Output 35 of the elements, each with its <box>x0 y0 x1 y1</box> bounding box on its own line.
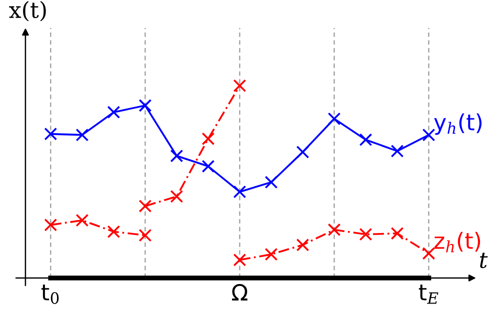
point <box>422 128 436 142</box>
point <box>76 214 89 227</box>
point <box>296 146 310 158</box>
x-tick-label: t$_{0}$ <box>41 284 59 304</box>
point <box>202 160 215 173</box>
point <box>233 79 246 92</box>
point <box>328 223 341 236</box>
point <box>76 128 89 142</box>
point <box>138 200 152 213</box>
point <box>44 128 58 140</box>
point <box>170 149 184 162</box>
point <box>264 248 278 261</box>
point <box>390 226 404 240</box>
point <box>107 225 120 238</box>
point <box>44 218 58 232</box>
point <box>422 246 436 260</box>
point <box>138 99 152 112</box>
point <box>328 112 341 126</box>
series-label: z$_{h}$(t) <box>434 232 480 252</box>
point <box>359 228 372 241</box>
x-tick-label: Ω <box>232 284 248 300</box>
point <box>233 253 246 266</box>
point <box>170 190 184 203</box>
series-label: y$_{h}$(t) <box>434 113 482 135</box>
point <box>359 133 372 146</box>
point <box>264 176 278 189</box>
point <box>202 132 215 146</box>
point <box>233 185 246 198</box>
point <box>138 228 152 242</box>
point <box>390 144 404 158</box>
x-tick-label: t$_{E}$ <box>418 284 438 304</box>
point <box>296 238 310 252</box>
y-axis-title: x(t) <box>9 0 46 22</box>
point <box>107 106 120 119</box>
x-axis-title: t <box>480 252 488 268</box>
